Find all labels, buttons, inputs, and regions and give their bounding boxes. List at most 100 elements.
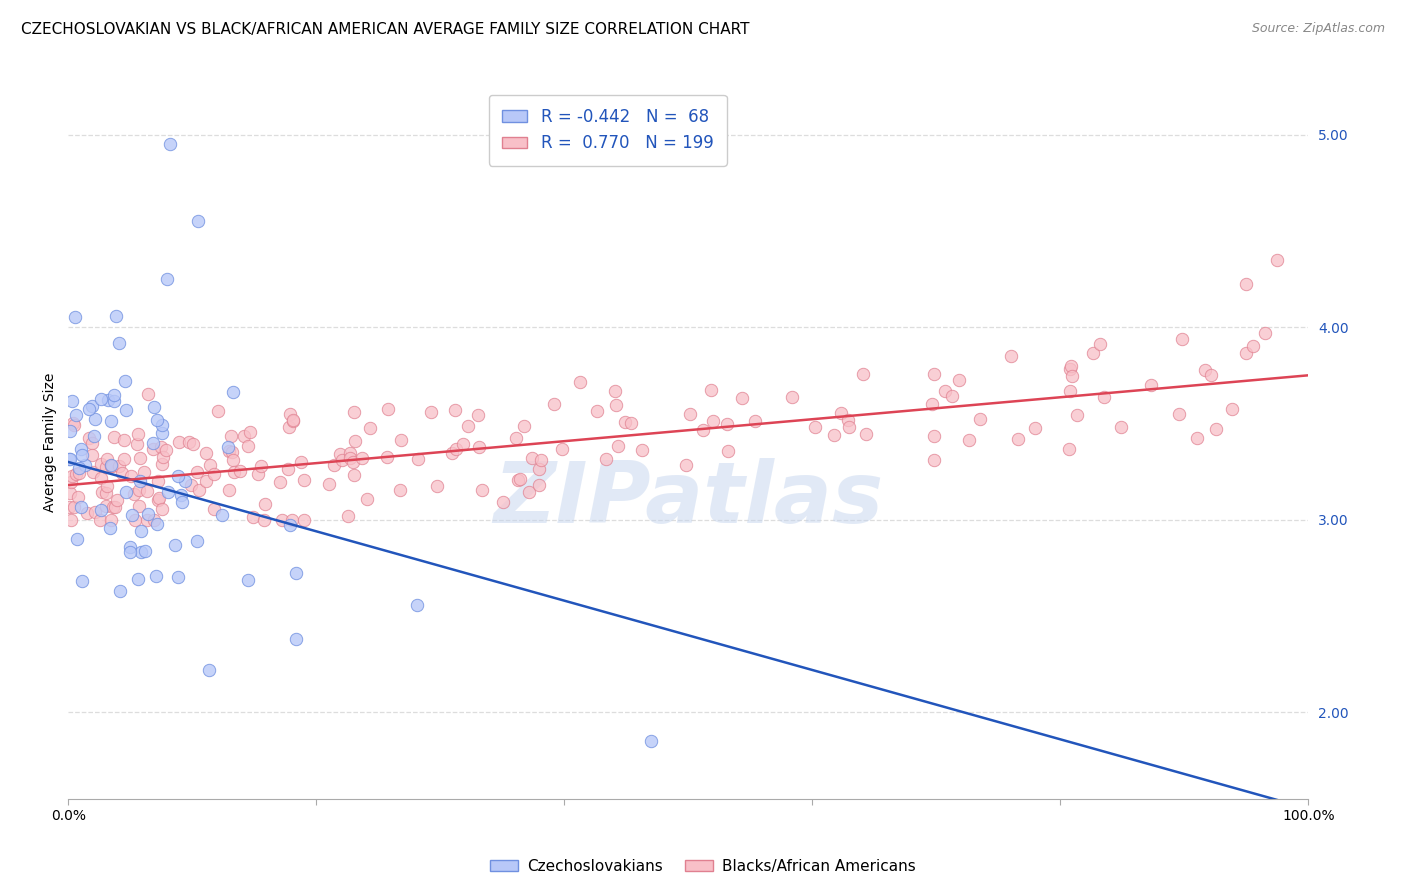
Point <box>242 509 264 524</box>
Point <box>90 503 112 517</box>
Point <box>122 486 145 500</box>
Point <box>103 430 125 444</box>
Point <box>1083 346 1105 360</box>
Point <box>90 457 112 471</box>
Point <box>141 442 163 457</box>
Point <box>529 478 551 492</box>
Point <box>513 418 536 433</box>
Point <box>63 417 86 432</box>
Point <box>702 413 724 427</box>
Point <box>419 405 441 419</box>
Point <box>94 499 117 513</box>
Point <box>218 483 240 497</box>
Point <box>167 469 190 483</box>
Point <box>218 444 240 458</box>
Point <box>640 734 662 748</box>
Point <box>167 570 190 584</box>
Point <box>529 462 551 476</box>
Point <box>77 431 100 445</box>
Point <box>65 408 87 422</box>
Point <box>1171 332 1194 346</box>
Point <box>492 495 515 509</box>
Point <box>143 401 166 415</box>
Text: Source: ZipAtlas.com: Source: ZipAtlas.com <box>1251 22 1385 36</box>
Point <box>217 440 239 454</box>
Point <box>342 467 364 482</box>
Point <box>197 663 219 677</box>
Point <box>187 214 209 228</box>
Point <box>440 446 463 460</box>
Point <box>389 433 412 447</box>
Point <box>359 421 381 435</box>
Point <box>136 507 159 521</box>
Point <box>595 452 617 467</box>
Point <box>83 429 105 443</box>
Point <box>408 451 430 466</box>
Point <box>146 475 169 489</box>
Point <box>149 441 172 455</box>
Point <box>236 573 259 587</box>
Point <box>1060 359 1083 373</box>
Point <box>406 598 429 612</box>
Point <box>921 397 943 411</box>
Point <box>111 467 134 481</box>
Point <box>278 517 301 532</box>
Point <box>195 475 218 489</box>
Point <box>202 467 225 481</box>
Point <box>129 524 152 538</box>
Point <box>104 500 127 514</box>
Point <box>142 513 165 527</box>
Point <box>249 458 271 473</box>
Point <box>605 384 627 398</box>
Point <box>75 458 97 472</box>
Point <box>830 406 852 420</box>
Point <box>96 452 118 467</box>
Point <box>1234 346 1257 360</box>
Point <box>271 513 294 527</box>
Point <box>700 383 723 397</box>
Point <box>253 513 276 527</box>
Point <box>239 425 262 439</box>
Point <box>530 453 553 467</box>
Point <box>377 402 399 417</box>
Point <box>343 404 366 418</box>
Point <box>60 475 83 489</box>
Point <box>101 458 124 473</box>
Point <box>128 450 150 465</box>
Point <box>1024 421 1046 435</box>
Point <box>60 393 83 408</box>
Point <box>1185 432 1208 446</box>
Point <box>58 500 80 514</box>
Point <box>446 442 468 457</box>
Point <box>67 467 90 481</box>
Point <box>1059 384 1081 398</box>
Point <box>330 452 353 467</box>
Point <box>1222 401 1244 416</box>
Point <box>281 513 304 527</box>
Point <box>82 465 104 479</box>
Point <box>232 429 254 443</box>
Point <box>104 310 127 324</box>
Point <box>823 428 845 442</box>
Point <box>105 493 128 508</box>
Point <box>1194 363 1216 377</box>
Point <box>65 467 87 482</box>
Point <box>1059 361 1081 376</box>
Point <box>67 460 90 475</box>
Point <box>103 393 125 408</box>
Y-axis label: Average Family Size: Average Family Size <box>44 373 58 512</box>
Point <box>128 500 150 514</box>
Legend: Czechoslovakians, Blacks/African Americans: Czechoslovakians, Blacks/African America… <box>484 853 922 880</box>
Point <box>148 491 170 506</box>
Point <box>744 414 766 428</box>
Point <box>145 568 167 582</box>
Point <box>444 403 467 417</box>
Point <box>568 375 591 389</box>
Point <box>613 415 636 429</box>
Point <box>389 483 412 497</box>
Point <box>146 516 169 531</box>
Point <box>167 435 190 450</box>
Point <box>229 464 252 478</box>
Point <box>675 458 697 472</box>
Point <box>134 544 156 558</box>
